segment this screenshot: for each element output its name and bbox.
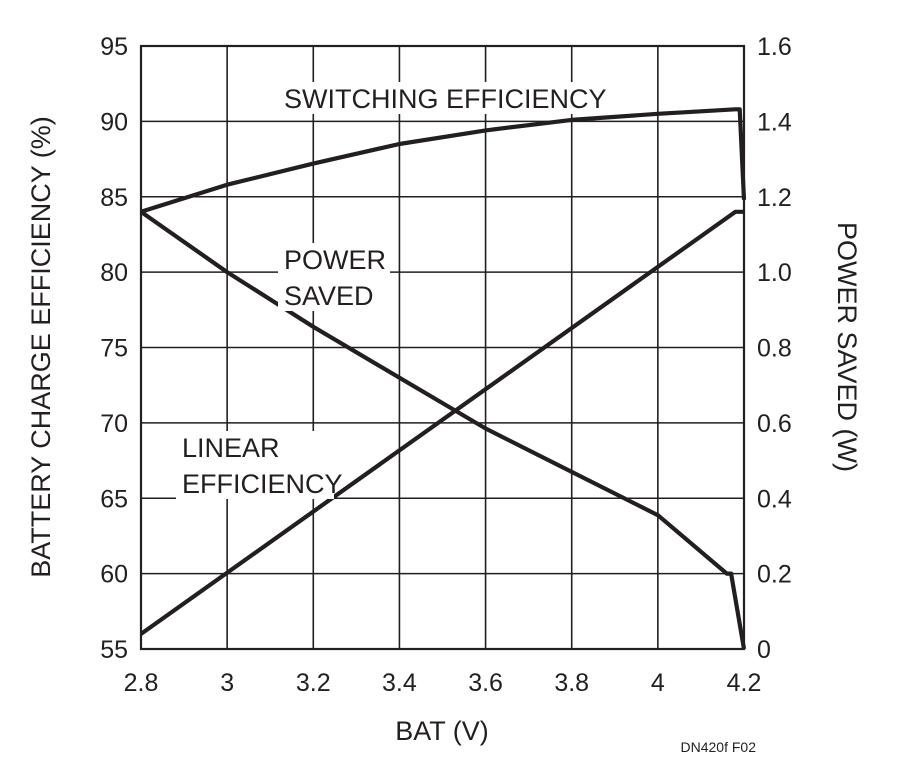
x-tick-label: 2.8 (124, 669, 159, 697)
x-tick-label: 4 (651, 669, 665, 697)
series-lines (139, 107, 747, 650)
figure-id-label: DN420f F02 (681, 739, 757, 755)
y2-tick-label: 1.4 (757, 108, 792, 136)
y2-tick-label: 1.6 (757, 33, 792, 61)
y-tick-label: 75 (100, 335, 128, 363)
x-tick-label: 3.6 (468, 669, 503, 697)
y2-tick-label: 1.0 (757, 259, 792, 287)
power-saved-label: POWER (284, 245, 386, 275)
switching-efficiency-label: SWITCHING EFFICIENCY (284, 84, 607, 114)
y-tick-label: 80 (100, 259, 128, 287)
power-saved-label-background (278, 243, 390, 311)
x-tick-label: 3.4 (382, 669, 417, 697)
y-tick-label: 90 (100, 108, 128, 136)
x-axis-title: BAT (V) (395, 716, 489, 746)
y-axis-title: BATTERY CHARGE EFFICIENCY (%) (26, 116, 56, 578)
y2-tick-label: 0.6 (757, 410, 792, 438)
power-saved-line (139, 210, 747, 650)
x-tick-label: 3.2 (296, 669, 331, 697)
y2-tick-label: 0 (757, 636, 771, 664)
y-tick-label: 60 (100, 561, 128, 589)
tick-labels: 2.8 3 3.2 3.4 3.6 3.8 4 4.2 95 90 85 80 75 70 65 60 55 1.… (100, 33, 792, 697)
linear-efficiency-line (139, 209, 744, 636)
y2-axis-title: POWER SAVED (W) (832, 222, 862, 472)
plot-frame (139, 44, 746, 651)
y2-tick-label: 0.2 (757, 561, 792, 589)
x-tick-label: 4.2 (727, 669, 762, 697)
linear-efficiency-label: LINEAR (182, 433, 280, 463)
linear-efficiency-label: EFFICIENCY (182, 469, 343, 499)
y2-tick-label: 0.4 (757, 485, 792, 513)
switching-efficiency-label-background (278, 82, 596, 114)
power-saved-label: SAVED (284, 281, 374, 311)
x-tick-label: 3 (220, 669, 234, 697)
y-tick-label: 55 (100, 636, 128, 664)
series-labels: SWITCHING EFFICIENCY LINEAR EFFICIENCY POWE… (176, 82, 607, 499)
y-tick-label: 70 (100, 410, 128, 438)
x-tick-label: 3.8 (554, 669, 589, 697)
y-tick-label: 65 (100, 485, 128, 513)
y2-tick-label: 1.2 (757, 184, 792, 212)
y2-tick-label: 0.8 (757, 335, 792, 363)
switching-efficiency-line (140, 107, 747, 214)
linear-efficiency-label-background (176, 431, 334, 499)
y-tick-label: 95 (100, 33, 128, 61)
y-tick-label: 85 (100, 184, 128, 212)
